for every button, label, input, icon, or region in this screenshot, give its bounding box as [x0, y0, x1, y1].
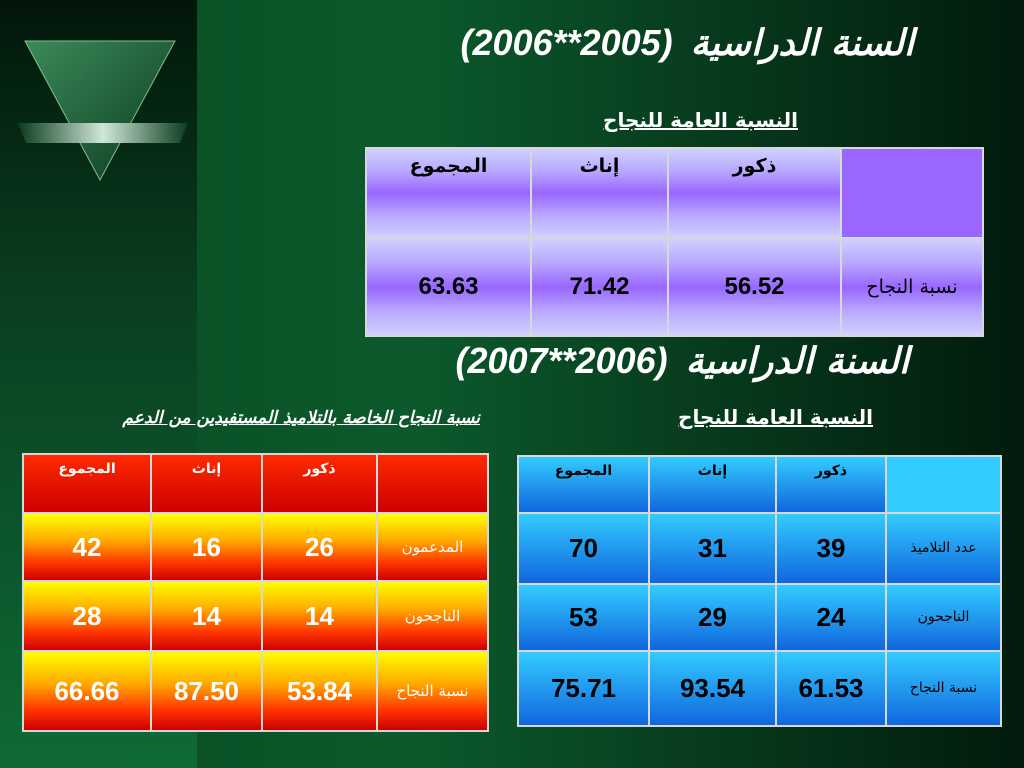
header-cell: المجموع [517, 455, 650, 514]
value-cell: 14 [261, 580, 378, 652]
year-title: السنة الدراسية (2006**2005) [460, 22, 914, 64]
table-title: النسبة العامة للنجاح [678, 405, 873, 429]
table-title: النسبة العامة للنجاح [603, 108, 798, 132]
value-cell: 56.52 [667, 237, 842, 337]
row-label: المدعمون [376, 512, 489, 582]
value-cell: 66.66 [22, 650, 152, 732]
value-cell: 42 [22, 512, 152, 582]
header-row: ذكور إناث المجموع [365, 147, 984, 239]
header-cell: ذكور [261, 453, 378, 514]
value-cell: 14 [150, 580, 263, 652]
value-cell: 26 [261, 512, 378, 582]
header-cell: إناث [648, 455, 777, 514]
data-row: نسبة النجاح 61.53 93.54 75.71 [517, 650, 1002, 727]
header-cell: ذكور [775, 455, 887, 514]
header-cell: المجموع [365, 147, 532, 239]
data-table: ذكور إناث المجموع نسبة النجاح 56.52 71.42 63.6… [365, 147, 984, 337]
header-cell: المجموع [22, 453, 152, 514]
value-cell: 87.50 [150, 650, 263, 732]
data-row: نسبة النجاح 53.84 87.50 66.66 [22, 650, 489, 732]
value-cell: 70 [517, 512, 650, 585]
value-cell: 31 [648, 512, 777, 585]
corner-cell [885, 455, 1002, 514]
data-row: المدعمون 26 16 42 [22, 512, 489, 582]
row-label: نسبة النجاح [840, 237, 984, 337]
title-years: (2007**2006) [455, 340, 668, 381]
data-table: ذكور إناث المجموع عدد التلاميذ 39 31 70 الناجحو… [517, 455, 1002, 727]
data-row: عدد التلاميذ 39 31 70 [517, 512, 1002, 585]
value-cell: 93.54 [648, 650, 777, 727]
corner-cell [376, 453, 489, 514]
value-cell: 39 [775, 512, 887, 585]
value-cell: 29 [648, 583, 777, 652]
value-cell: 28 [22, 580, 152, 652]
header-cell: إناث [150, 453, 263, 514]
data-table: ذكور إناث المجموع المدعمون 26 16 42 الناجحون 14 1… [22, 453, 489, 732]
title-text: السنة الدراسية [685, 341, 909, 382]
value-cell: 71.42 [530, 237, 669, 337]
row-label: عدد التلاميذ [885, 512, 1002, 585]
value-cell: 63.63 [365, 237, 532, 337]
year-title: السنة الدراسية (2007**2006) [455, 340, 909, 382]
table-title: نسبة النجاح الخاصة بالتلاميذ المستفيدين … [122, 408, 480, 428]
data-row: الناجحون 14 14 28 [22, 580, 489, 652]
header-cell: ذكور [667, 147, 842, 239]
value-cell: 61.53 [775, 650, 887, 727]
value-cell: 53 [517, 583, 650, 652]
row-label: الناجحون [885, 583, 1002, 652]
value-cell: 16 [150, 512, 263, 582]
title-text: السنة الدراسية [690, 23, 914, 64]
header-row: ذكور إناث المجموع [517, 455, 1002, 514]
value-cell: 75.71 [517, 650, 650, 727]
data-row: نسبة النجاح 56.52 71.42 63.63 [365, 237, 984, 337]
row-label: الناجحون [376, 580, 489, 652]
logo [18, 40, 188, 182]
corner-cell [840, 147, 984, 239]
header-cell: إناث [530, 147, 669, 239]
value-cell: 24 [775, 583, 887, 652]
value-cell: 53.84 [261, 650, 378, 732]
row-label: نسبة النجاح [376, 650, 489, 732]
row-label: نسبة النجاح [885, 650, 1002, 727]
header-row: ذكور إناث المجموع [22, 453, 489, 514]
title-years: (2006**2005) [460, 22, 673, 63]
data-row: الناجحون 24 29 53 [517, 583, 1002, 652]
